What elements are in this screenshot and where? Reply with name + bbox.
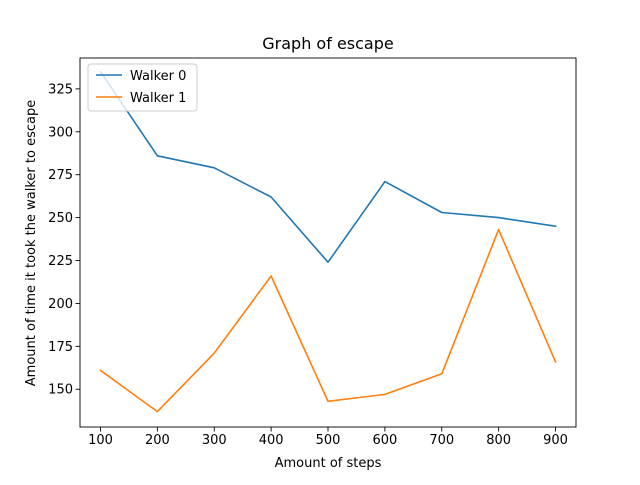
legend: Walker 0 Walker 1	[87, 63, 198, 112]
y-tick-label: 300	[48, 125, 73, 140]
y-tick-label: 150	[48, 383, 73, 398]
chart-title: Graph of escape	[262, 34, 393, 53]
x-axis-label: Amount of steps	[275, 456, 382, 471]
x-tick-label: 700	[429, 433, 454, 448]
y-tick-label: 175	[48, 340, 73, 355]
series-line-walker-0	[99, 70, 557, 264]
y-tick-label: 275	[48, 168, 73, 183]
x-tick-label: 500	[316, 433, 341, 448]
x-tick-label: 100	[88, 433, 113, 448]
x-tick-label: 300	[202, 433, 227, 448]
y-axis: 150 175 200 225 250 275 300 325	[48, 82, 80, 398]
y-axis-label: Amount of time it took the walker to esc…	[24, 100, 39, 386]
plot-area	[79, 57, 577, 428]
x-tick-label: 400	[259, 433, 284, 448]
y-tick-label: 325	[48, 82, 73, 97]
x-axis: 100 200 300 400 500 600 700 800 900	[88, 427, 568, 448]
y-tick-label: 225	[48, 254, 73, 269]
y-tick-label: 250	[48, 211, 73, 226]
x-tick-label: 800	[486, 433, 511, 448]
series-line-walker-1	[99, 228, 557, 413]
axes-frame	[79, 57, 577, 428]
legend-label-walker-0: Walker 0	[130, 69, 186, 84]
legend-label-walker-1: Walker 1	[130, 91, 186, 106]
y-tick-label: 200	[48, 297, 73, 312]
x-tick-label: 600	[372, 433, 397, 448]
x-tick-label: 200	[145, 433, 170, 448]
x-tick-label: 900	[543, 433, 568, 448]
